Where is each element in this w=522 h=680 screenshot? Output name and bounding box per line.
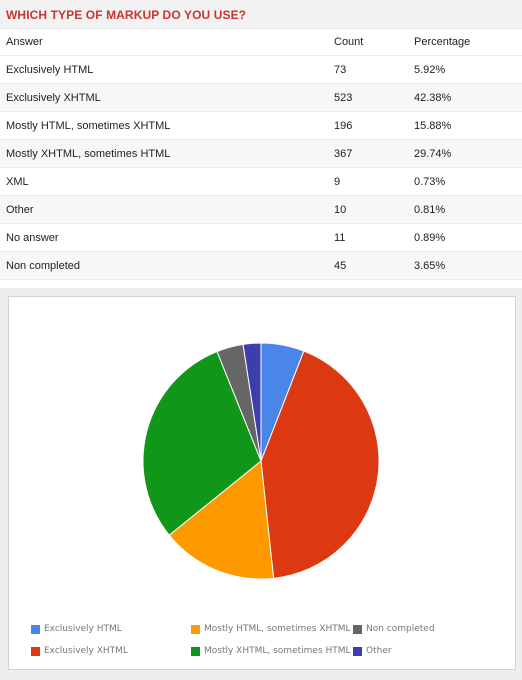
count-cell: 45	[328, 251, 408, 280]
percentage-cell: 3.65%	[408, 251, 522, 280]
percentage-cell: 29.74%	[408, 139, 522, 168]
question-header: WHICH TYPE OF MARKUP DO YOU USE?	[0, 0, 522, 29]
column-header-percentage: Percentage	[408, 28, 522, 56]
answer-cell: Non completed	[0, 251, 328, 280]
count-cell: 73	[328, 55, 408, 84]
count-cell: 523	[328, 83, 408, 112]
pie-chart: Exclusively HTML Exclusively XHTML Mostly …	[8, 296, 516, 670]
answer-cell: Other	[0, 195, 328, 224]
answer-cell: Exclusively HTML	[0, 55, 328, 84]
legend-swatch	[191, 625, 200, 634]
pie-slice-5	[242, 342, 262, 462]
legend-swatch	[191, 647, 200, 656]
pie-slice-1	[260, 350, 380, 579]
percentage-cell: 0.73%	[408, 167, 522, 196]
pie-slice-2	[168, 460, 275, 580]
legend-swatch	[31, 647, 40, 656]
table-row: Exclusively HTML 73 5.92%	[0, 55, 522, 84]
answer-cell: Mostly HTML, sometimes XHTML	[0, 111, 328, 140]
pie-chart-svg	[142, 342, 380, 580]
table-row: Non completed 45 3.65%	[0, 251, 522, 280]
chart-panel: Exclusively HTML Exclusively XHTML Mostly …	[0, 288, 522, 680]
column-header-count: Count	[328, 28, 408, 56]
answer-cell: Exclusively XHTML	[0, 83, 328, 112]
count-cell: 11	[328, 223, 408, 252]
legend-label: Other	[366, 646, 392, 656]
percentage-cell: 42.38%	[408, 83, 522, 112]
legend-label: Mostly HTML, sometimes XHTML	[204, 624, 351, 634]
table-row: No answer 11 0.89%	[0, 223, 522, 252]
pie-slice-3	[142, 350, 262, 536]
question-title: WHICH TYPE OF MARKUP DO YOU USE?	[6, 8, 247, 22]
table-header-row: Answer Count Percentage	[0, 28, 522, 56]
table-row: Mostly XHTML, sometimes HTML 367 29.74%	[0, 139, 522, 168]
count-cell: 10	[328, 195, 408, 224]
table-row: Other 10 0.81%	[0, 195, 522, 224]
legend-label: Non completed	[366, 624, 435, 634]
results-table: Answer Count Percentage Exclusively HTML…	[0, 28, 522, 280]
legend-label: Exclusively XHTML	[44, 646, 128, 656]
answer-cell: XML	[0, 167, 328, 196]
answer-cell: Mostly XHTML, sometimes HTML	[0, 139, 328, 168]
percentage-cell: 0.81%	[408, 195, 522, 224]
legend-swatch	[31, 625, 40, 634]
column-header-answer: Answer	[0, 28, 328, 56]
answer-cell: No answer	[0, 223, 328, 252]
table-row: Mostly HTML, sometimes XHTML 196 15.88%	[0, 111, 522, 140]
legend-swatch	[353, 625, 362, 634]
percentage-cell: 5.92%	[408, 55, 522, 84]
count-cell: 367	[328, 139, 408, 168]
percentage-cell: 15.88%	[408, 111, 522, 140]
percentage-cell: 0.89%	[408, 223, 522, 252]
count-cell: 196	[328, 111, 408, 140]
legend-label: Exclusively HTML	[44, 624, 122, 634]
table-row: XML 9 0.73%	[0, 167, 522, 196]
legend-label: Mostly XHTML, sometimes HTML	[204, 646, 351, 656]
legend-swatch	[353, 647, 362, 656]
count-cell: 9	[328, 167, 408, 196]
table-row: Exclusively XHTML 523 42.38%	[0, 83, 522, 112]
